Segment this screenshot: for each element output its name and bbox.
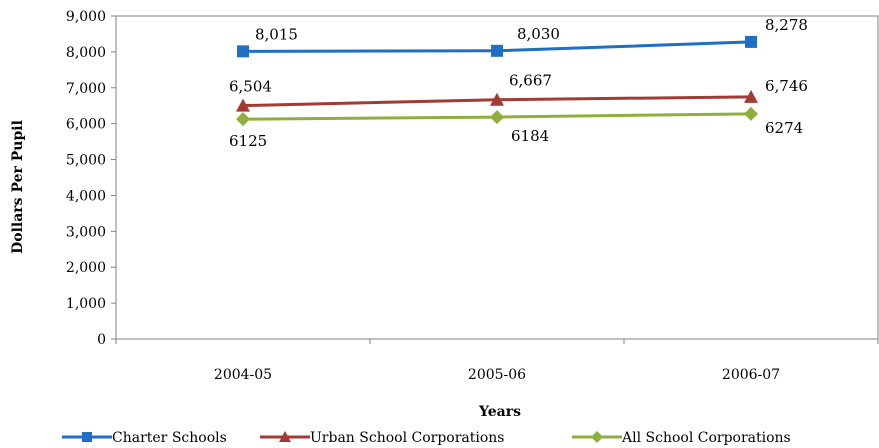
legend: Charter Schools Urban School Corporations… [62, 430, 791, 446]
y-tick-label: 7,000 [66, 81, 106, 97]
data-point [745, 35, 757, 48]
y-axis: 0 1,000 2,000 3,000 4,000 5,000 6,000 7,000 8,00… [66, 9, 116, 348]
legend-entry: All School Corporations [572, 430, 791, 446]
data-label: 8,015 [255, 25, 298, 43]
x-tick-label: 2004-05 [214, 367, 272, 383]
data-labels: 8,015 8,030 8,278 6,504 6,667 6,746 6125 6184 62… [229, 16, 808, 150]
x-tick-label: 2006-07 [722, 367, 780, 383]
y-tick-label: 6,000 [66, 117, 106, 133]
data-label: 6125 [229, 132, 267, 150]
data-label: 6,667 [509, 72, 552, 90]
data-point [744, 89, 758, 103]
plot-border [115, 15, 879, 340]
data-label: 6,746 [765, 77, 808, 95]
series-layer [236, 35, 758, 127]
series-charter-schools [237, 35, 757, 58]
y-tick-label: 9,000 [66, 9, 106, 25]
y-tick-label: 5,000 [66, 153, 106, 169]
x-axis-title: Years [478, 404, 521, 420]
plot-area [115, 15, 879, 340]
data-point [236, 112, 250, 127]
y-tick-label: 4,000 [66, 188, 106, 204]
data-point [490, 110, 504, 125]
data-label: 6274 [765, 119, 803, 137]
y-tick-label: 3,000 [66, 224, 106, 240]
data-point [236, 98, 250, 112]
y-tick-label: 2,000 [66, 260, 106, 276]
legend-marker [591, 431, 603, 443]
y-tick-label: 1,000 [66, 296, 106, 312]
y-tick-label: 8,000 [66, 45, 106, 61]
legend-entry: Urban School Corporations [260, 430, 505, 446]
data-point [490, 92, 504, 106]
legend-marker [279, 431, 291, 442]
series-all-school-corporations [236, 106, 758, 127]
data-point [491, 44, 503, 57]
series-urban-school-corporations [236, 89, 758, 112]
data-point [237, 45, 249, 58]
legend-label: All School Corporations [621, 430, 791, 446]
y-tick-label: 0 [97, 332, 106, 348]
x-tick-label: 2005-06 [468, 367, 526, 383]
x-axis: 2004-05 2005-06 2006-07 [115, 339, 879, 383]
data-label: 6,504 [229, 78, 272, 96]
legend-label: Charter Schools [112, 430, 227, 446]
data-point [744, 106, 758, 121]
data-label: 8,278 [765, 16, 808, 34]
legend-label: Urban School Corporations [310, 430, 505, 446]
legend-marker [82, 432, 92, 442]
y-axis-title: Dollars Per Pupil [10, 120, 26, 254]
data-label: 8,030 [517, 25, 560, 43]
legend-entry: Charter Schools [62, 430, 227, 446]
data-label: 6184 [511, 127, 549, 145]
